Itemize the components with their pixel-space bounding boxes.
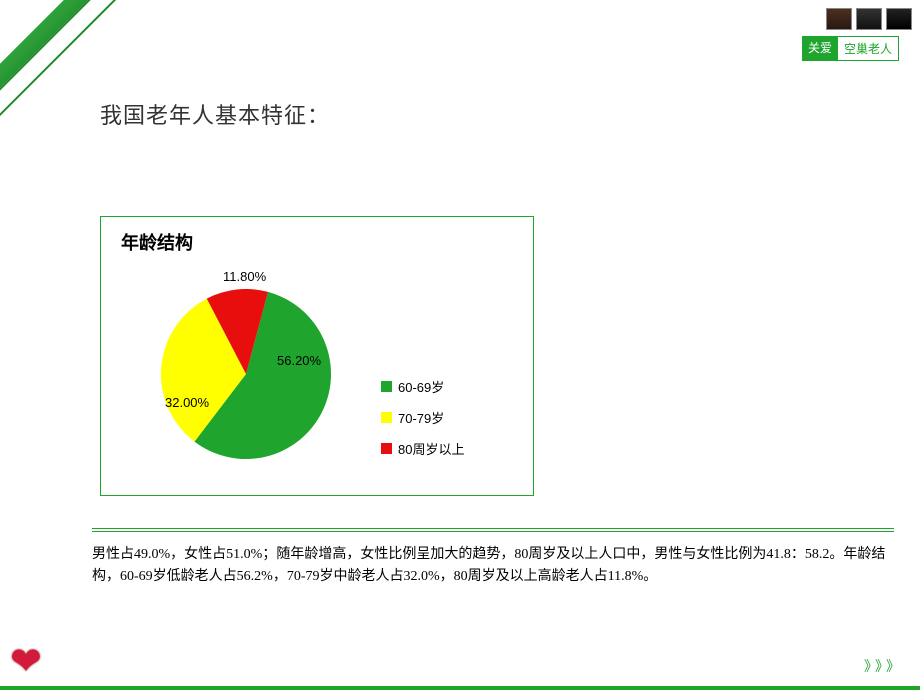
thumbnail	[856, 8, 882, 30]
header-thumbnails	[802, 8, 912, 30]
legend-item-80plus: 80周岁以上	[381, 439, 464, 458]
pie-chart	[161, 289, 331, 459]
chart-title: 年龄结构	[101, 217, 533, 255]
thumbnail	[826, 8, 852, 30]
pie-label-70-79: 32.00%	[165, 395, 209, 410]
header-badge-labels: 关爱 空巢老人	[802, 36, 912, 61]
legend-swatch	[381, 443, 392, 454]
page-title: 我国老年人基本特征：	[100, 98, 330, 130]
badge-care: 关爱	[802, 36, 838, 61]
heart-icon: ❤	[10, 639, 42, 684]
pie-label-80plus: 11.80%	[223, 269, 266, 284]
pie-svg	[161, 289, 331, 459]
age-structure-chart-card: 年龄结构 56.20% 32.00% 11.80% 60-69岁 70-79岁 …	[100, 216, 534, 496]
body-paragraph: 男性占49.0%，女性占51.0%；随年龄增高，女性比例呈加大的趋势，80周岁及…	[92, 544, 894, 587]
thumbnail	[886, 8, 912, 30]
pie-label-60-69: 56.20%	[277, 353, 321, 368]
legend-swatch	[381, 412, 392, 423]
header-badge-area: 关爱 空巢老人	[802, 8, 912, 61]
legend-swatch	[381, 381, 392, 392]
footer-accent-line	[0, 686, 920, 690]
legend-item-60-69: 60-69岁	[381, 377, 464, 396]
legend-label: 80周岁以上	[398, 439, 464, 458]
legend-item-70-79: 70-79岁	[381, 408, 464, 427]
legend-label: 60-69岁	[398, 377, 444, 396]
chart-legend: 60-69岁 70-79岁 80周岁以上	[381, 377, 464, 470]
pager-arrows-icon: 》》》	[864, 656, 904, 676]
section-divider	[92, 528, 894, 532]
legend-label: 70-79岁	[398, 408, 444, 427]
badge-empty-nest: 空巢老人	[838, 36, 899, 61]
